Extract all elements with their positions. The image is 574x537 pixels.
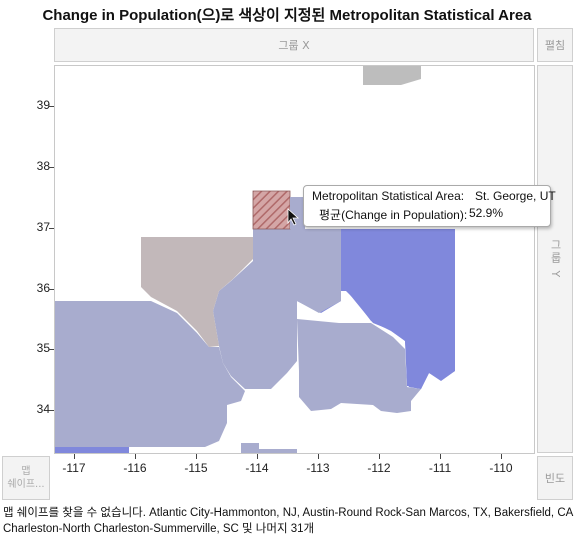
map-shape-label-2: 쉐이프... [7,479,45,490]
missing-shapes-line-2: Charleston-North Charleston-Summerville,… [3,523,315,535]
y-tick-mark [49,167,54,168]
region-slate-central[interactable] [213,229,341,389]
x-tick-mark [135,454,136,459]
wrap-drop-zone[interactable]: 펼침 [537,28,573,62]
x-tick-mark [196,454,197,459]
x-tick-label: -112 [367,461,391,475]
y-tick-mark [49,410,54,411]
y-tick-label: 36 [36,281,50,295]
y-tick-mark [49,228,54,229]
mouse-cursor-icon [287,208,300,226]
x-tick-label: -115 [184,461,208,475]
x-tick-mark [501,454,502,459]
tooltip-msa-label: Metropolitan Statistical Area: [312,189,465,203]
x-tick-label: -110 [489,461,513,475]
y-tick-label: 35 [36,341,50,355]
x-tick-mark [318,454,319,459]
region-slate-bottom-mid[interactable] [241,443,297,454]
y-tick-mark [49,289,54,290]
x-tick-mark [379,454,380,459]
y-tick-label: 38 [36,159,50,173]
tooltip-mean-label: 평균(Change in Population): [319,208,468,222]
x-tick-label: -113 [306,461,330,475]
missing-shapes-note: 맵 쉐이프를 찾을 수 없습니다. Atlantic City-Hammonto… [3,505,574,537]
x-tick-label: -111 [428,461,452,475]
group-x-label: 그룹 X [278,39,310,52]
region-gray-top[interactable] [363,66,421,85]
y-tick-mark [49,349,54,350]
map-shape-drop-zone[interactable]: 맵 쉐이프... [2,456,50,500]
group-y-label: 그룹 Y [549,238,562,280]
y-tick-label: 34 [36,402,50,416]
tooltip-msa-value: St. George, UT [475,189,556,203]
missing-shapes-line-1: 맵 쉐이프를 찾을 수 없습니다. Atlantic City-Hammonto… [3,507,574,519]
group-y-drop-zone[interactable]: 그룹 Y [537,65,573,453]
x-tick-label: -114 [245,461,269,475]
y-tick-label: 37 [36,220,50,234]
map-shape-label-1: 맵 [21,466,31,477]
x-tick-mark [74,454,75,459]
freq-label: 빈도 [544,472,566,485]
region-slate-west[interactable] [55,301,245,447]
x-tick-label: -117 [62,461,86,475]
x-tick-mark [440,454,441,459]
y-tick-label: 39 [36,98,50,112]
region-st-george-selected[interactable] [252,190,291,230]
x-tick-mark [257,454,258,459]
hover-tooltip: Metropolitan Statistical Area: St. Georg… [303,185,556,227]
y-tick-mark [49,106,54,107]
group-x-drop-zone[interactable]: 그룹 X [54,28,534,62]
tooltip-mean-value: 52.9% [469,206,504,220]
region-mauve-west[interactable] [141,237,253,347]
map-plot-area[interactable] [54,65,535,454]
x-tick-label: -116 [123,461,147,475]
freq-drop-zone[interactable]: 빈도 [537,456,573,500]
map-canvas [55,66,455,454]
region-slate-south[interactable] [297,319,421,413]
chart-title: Change in Population(으)로 색상이 지정된 Metropo… [42,7,532,24]
wrap-label: 펼침 [544,39,566,52]
region-blue-bottom-left[interactable] [55,447,129,454]
region-blue-east-main[interactable] [297,229,455,389]
